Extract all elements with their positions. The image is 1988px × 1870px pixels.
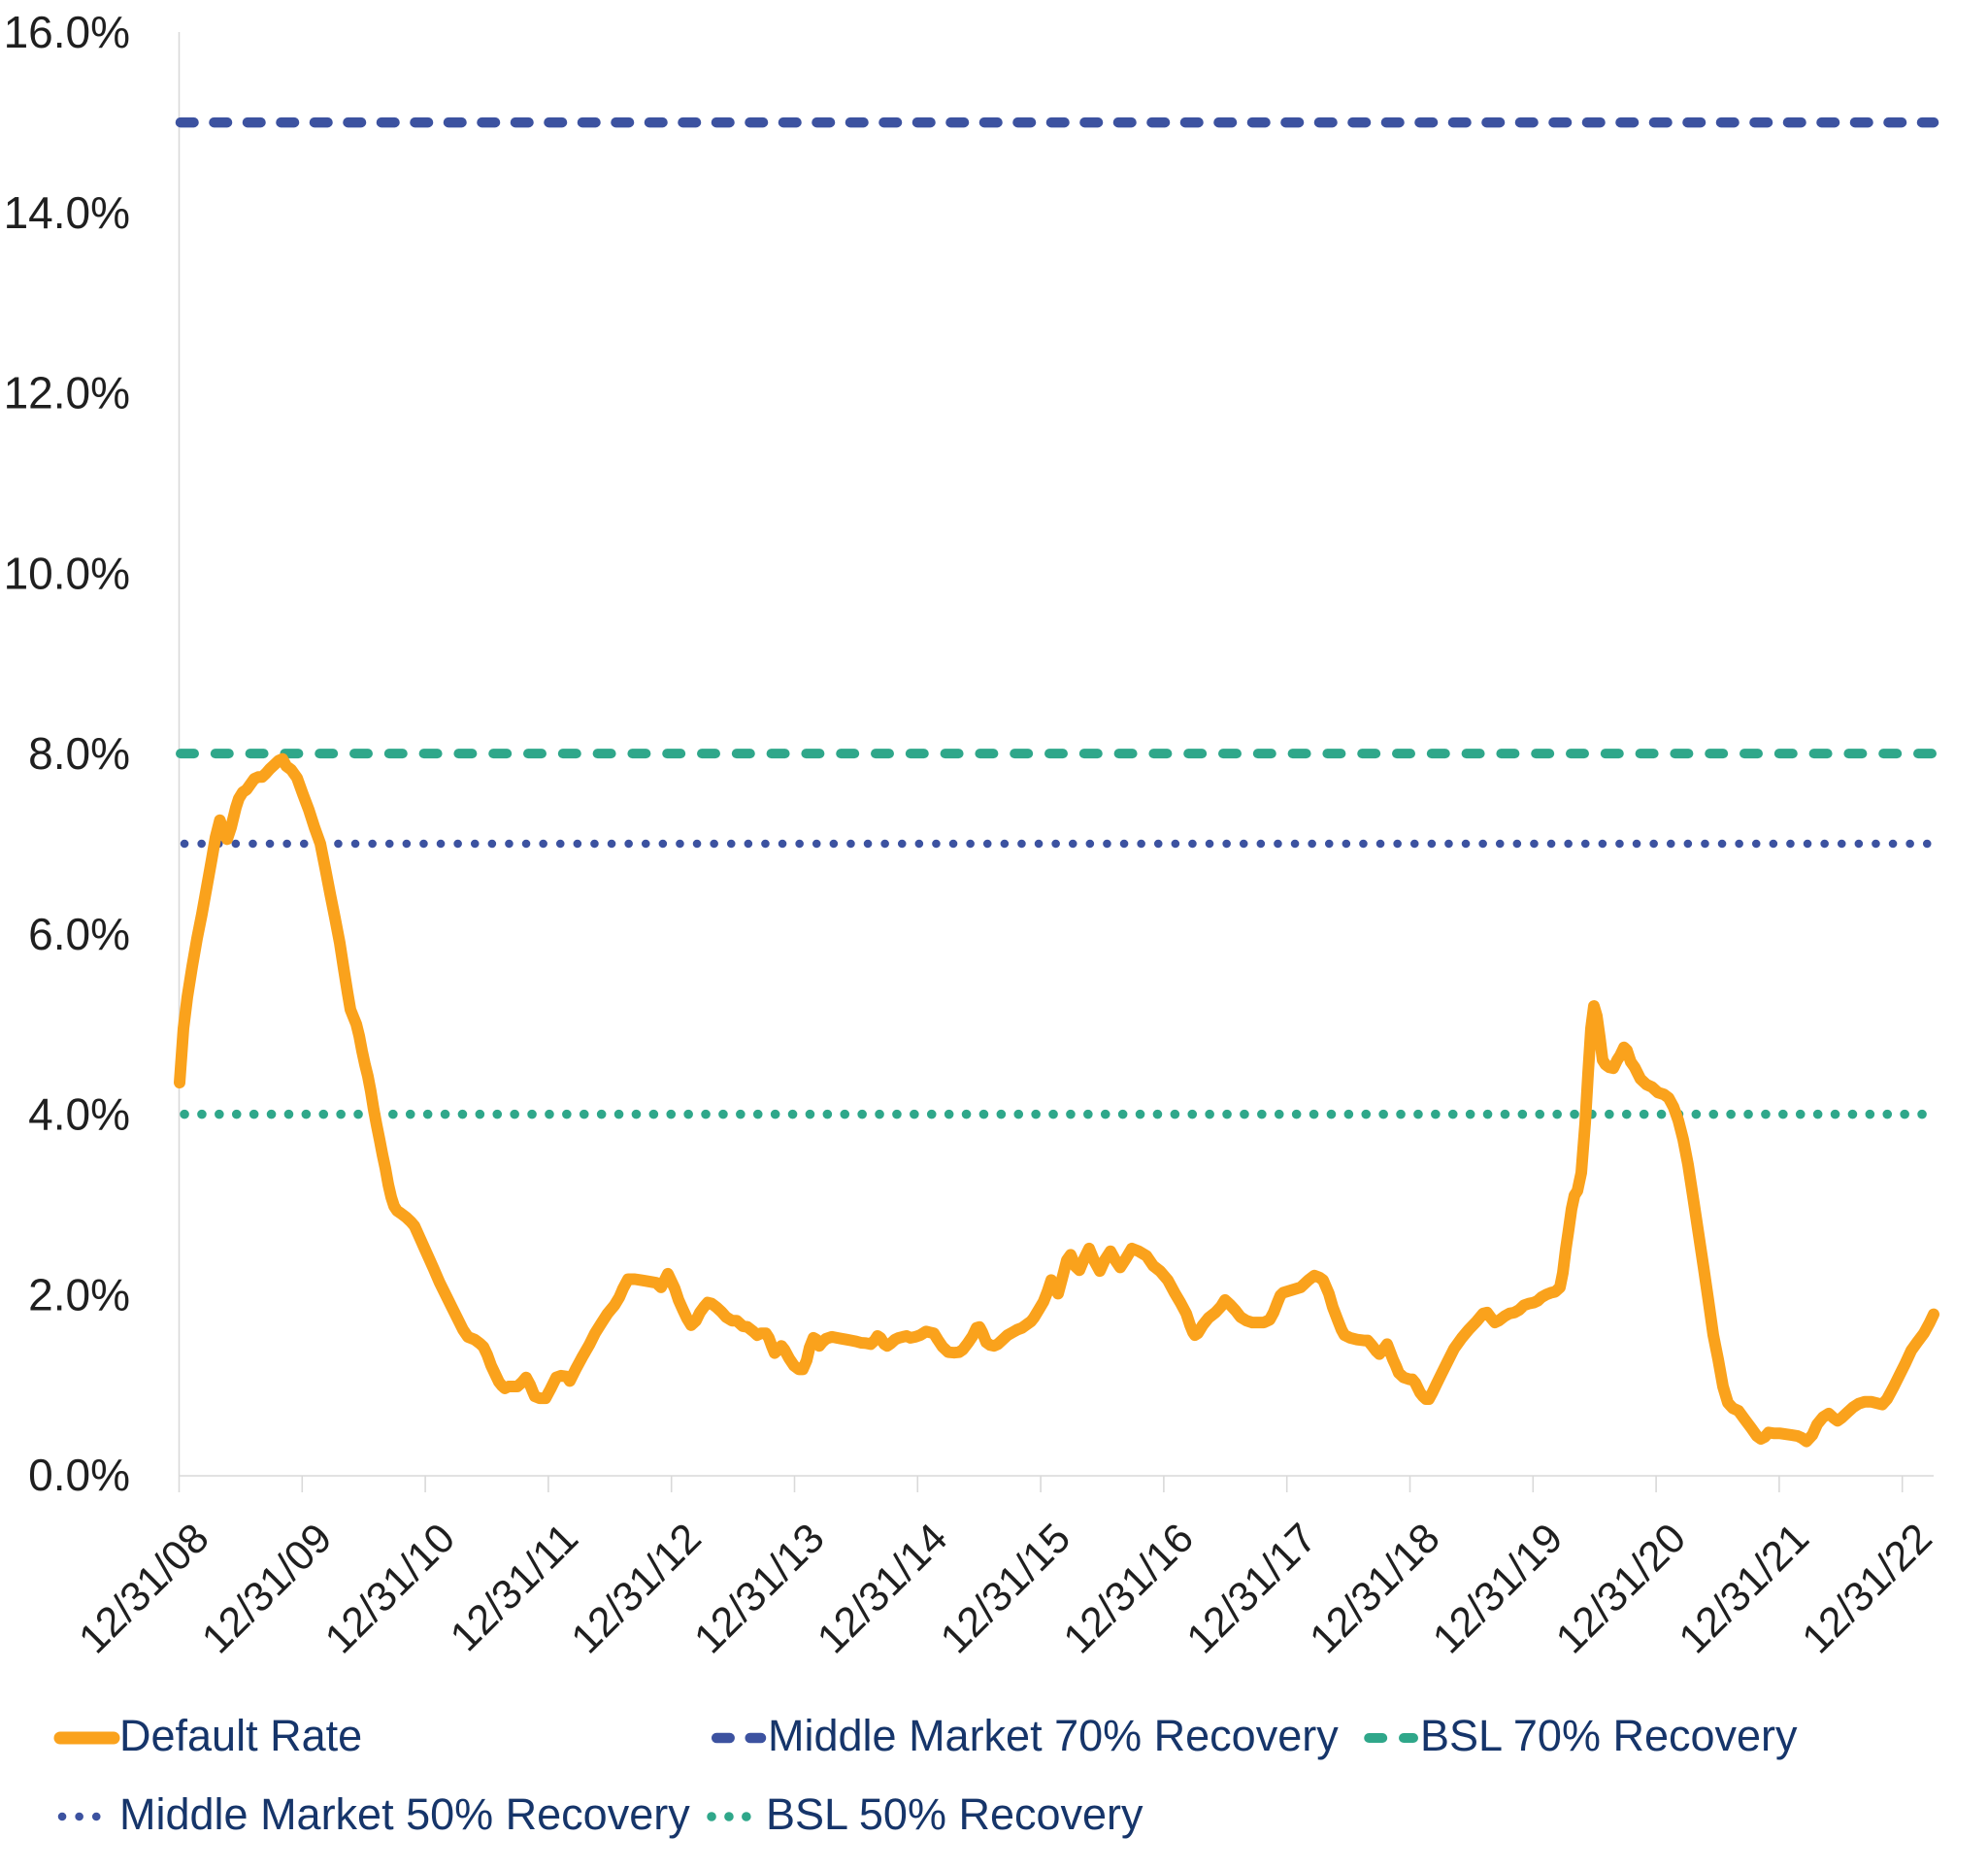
svg-text:2.0%: 2.0% [28, 1269, 130, 1319]
svg-text:4.0%: 4.0% [28, 1089, 130, 1140]
svg-text:0.0%: 0.0% [28, 1450, 130, 1500]
svg-text:16.0%: 16.0% [4, 7, 130, 57]
svg-text:6.0%: 6.0% [28, 909, 130, 959]
svg-text:12.0%: 12.0% [4, 368, 130, 418]
svg-text:Middle Market 70% Recovery: Middle Market 70% Recovery [768, 1711, 1339, 1760]
svg-text:8.0%: 8.0% [28, 728, 130, 779]
svg-text:10.0%: 10.0% [4, 548, 130, 598]
svg-text:Default Rate: Default Rate [119, 1711, 362, 1760]
svg-text:14.0%: 14.0% [4, 187, 130, 238]
svg-text:BSL 50% Recovery: BSL 50% Recovery [766, 1789, 1143, 1839]
svg-text:Middle Market 50% Recovery: Middle Market 50% Recovery [119, 1789, 690, 1839]
svg-text:BSL 70% Recovery: BSL 70% Recovery [1420, 1711, 1798, 1760]
